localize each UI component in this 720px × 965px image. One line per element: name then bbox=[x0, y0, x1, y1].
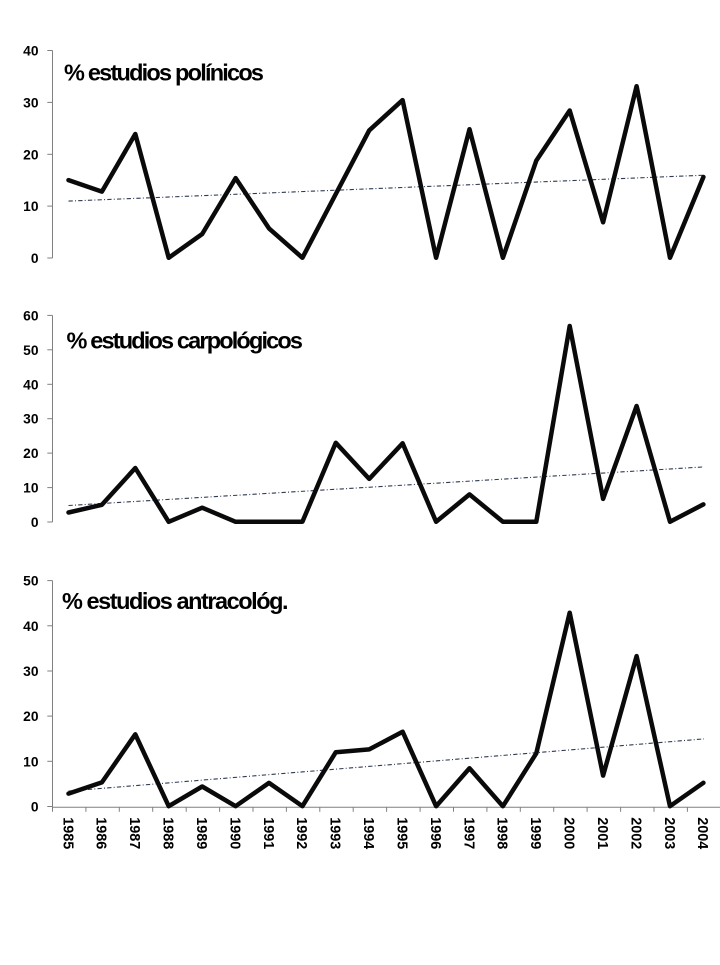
svg-text:0: 0 bbox=[31, 251, 39, 266]
svg-text:1994: 1994 bbox=[360, 817, 376, 849]
svg-text:% estudios antracológ.: % estudios antracológ. bbox=[62, 588, 289, 614]
svg-text:1996: 1996 bbox=[427, 817, 443, 849]
svg-text:2000: 2000 bbox=[561, 817, 577, 849]
svg-text:1989: 1989 bbox=[193, 817, 209, 849]
svg-text:2002: 2002 bbox=[627, 817, 643, 849]
svg-text:1991: 1991 bbox=[260, 817, 276, 849]
svg-text:1997: 1997 bbox=[460, 817, 476, 849]
svg-text:2001: 2001 bbox=[594, 817, 610, 849]
svg-text:1998: 1998 bbox=[494, 817, 510, 849]
svg-text:60: 60 bbox=[23, 308, 39, 323]
svg-text:1985: 1985 bbox=[59, 817, 75, 849]
svg-text:2003: 2003 bbox=[661, 817, 677, 849]
svg-text:30: 30 bbox=[23, 412, 39, 427]
svg-text:1990: 1990 bbox=[226, 817, 242, 849]
svg-text:1988: 1988 bbox=[160, 817, 176, 849]
svg-text:30: 30 bbox=[23, 664, 39, 679]
svg-text:40: 40 bbox=[23, 44, 39, 59]
svg-text:10: 10 bbox=[23, 754, 39, 769]
svg-text:% estudios carpológicos: % estudios carpológicos bbox=[67, 328, 304, 354]
svg-text:% estudios polínicos: % estudios polínicos bbox=[64, 59, 264, 85]
svg-text:50: 50 bbox=[23, 343, 39, 358]
svg-text:20: 20 bbox=[23, 709, 39, 724]
svg-text:1986: 1986 bbox=[93, 817, 109, 849]
svg-text:20: 20 bbox=[23, 446, 39, 461]
svg-text:2004: 2004 bbox=[694, 817, 710, 849]
svg-text:1987: 1987 bbox=[126, 817, 142, 849]
svg-text:0: 0 bbox=[31, 800, 39, 815]
svg-text:0: 0 bbox=[31, 515, 39, 530]
svg-text:1992: 1992 bbox=[293, 817, 309, 849]
svg-text:10: 10 bbox=[23, 199, 39, 214]
svg-text:1999: 1999 bbox=[527, 817, 543, 849]
svg-text:40: 40 bbox=[23, 377, 39, 392]
svg-text:20: 20 bbox=[23, 147, 39, 162]
svg-text:40: 40 bbox=[23, 619, 39, 634]
svg-text:1993: 1993 bbox=[327, 817, 343, 849]
svg-text:1995: 1995 bbox=[393, 817, 409, 849]
svg-text:10: 10 bbox=[23, 481, 39, 496]
svg-text:50: 50 bbox=[23, 574, 39, 589]
svg-text:30: 30 bbox=[23, 95, 39, 110]
